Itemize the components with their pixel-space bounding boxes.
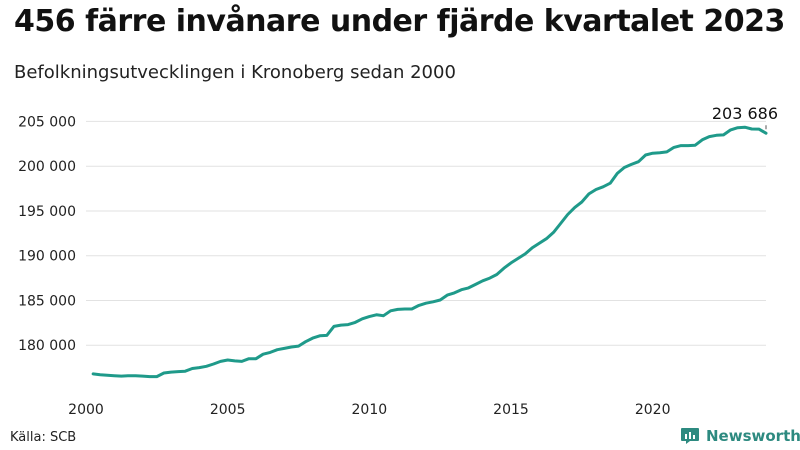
x-tick-label: 2020 [635, 402, 671, 418]
y-tick-label: 180 000 [18, 338, 76, 354]
chart-title: 456 färre invånare under fjärde kvartale… [14, 4, 785, 39]
y-tick-label: 200 000 [18, 159, 76, 175]
series-line [91, 125, 768, 379]
end-value-label: 203 686 [712, 104, 778, 123]
y-tick-label: 195 000 [18, 204, 76, 220]
chart-subtitle: Befolkningsutvecklingen i Kronoberg seda… [14, 62, 456, 83]
newsworthy-logo-icon [681, 428, 699, 444]
x-tick-label: 2005 [210, 402, 246, 418]
brand-logo: Newsworthy [680, 427, 800, 445]
brand-name: Newsworthy [706, 427, 800, 445]
y-tick-label: 185 000 [18, 293, 76, 309]
x-tick-label: 2000 [68, 402, 104, 418]
y-tick-label: 205 000 [18, 114, 76, 130]
source-note: Källa: SCB [10, 430, 77, 445]
y-tick-label: 190 000 [18, 249, 76, 265]
end-label-group: 203 686 [712, 104, 778, 130]
grid-lines [86, 120, 766, 346]
x-tick-label: 2010 [352, 402, 388, 418]
x-tick-label: 2015 [493, 402, 529, 418]
y-axis-ticks: 180 000 185 000 190 000 195 000 200 000 205 0… [18, 114, 76, 354]
x-axis-ticks: 2000 2005 2010 2015 2020 [68, 402, 670, 418]
series-group [91, 125, 768, 379]
